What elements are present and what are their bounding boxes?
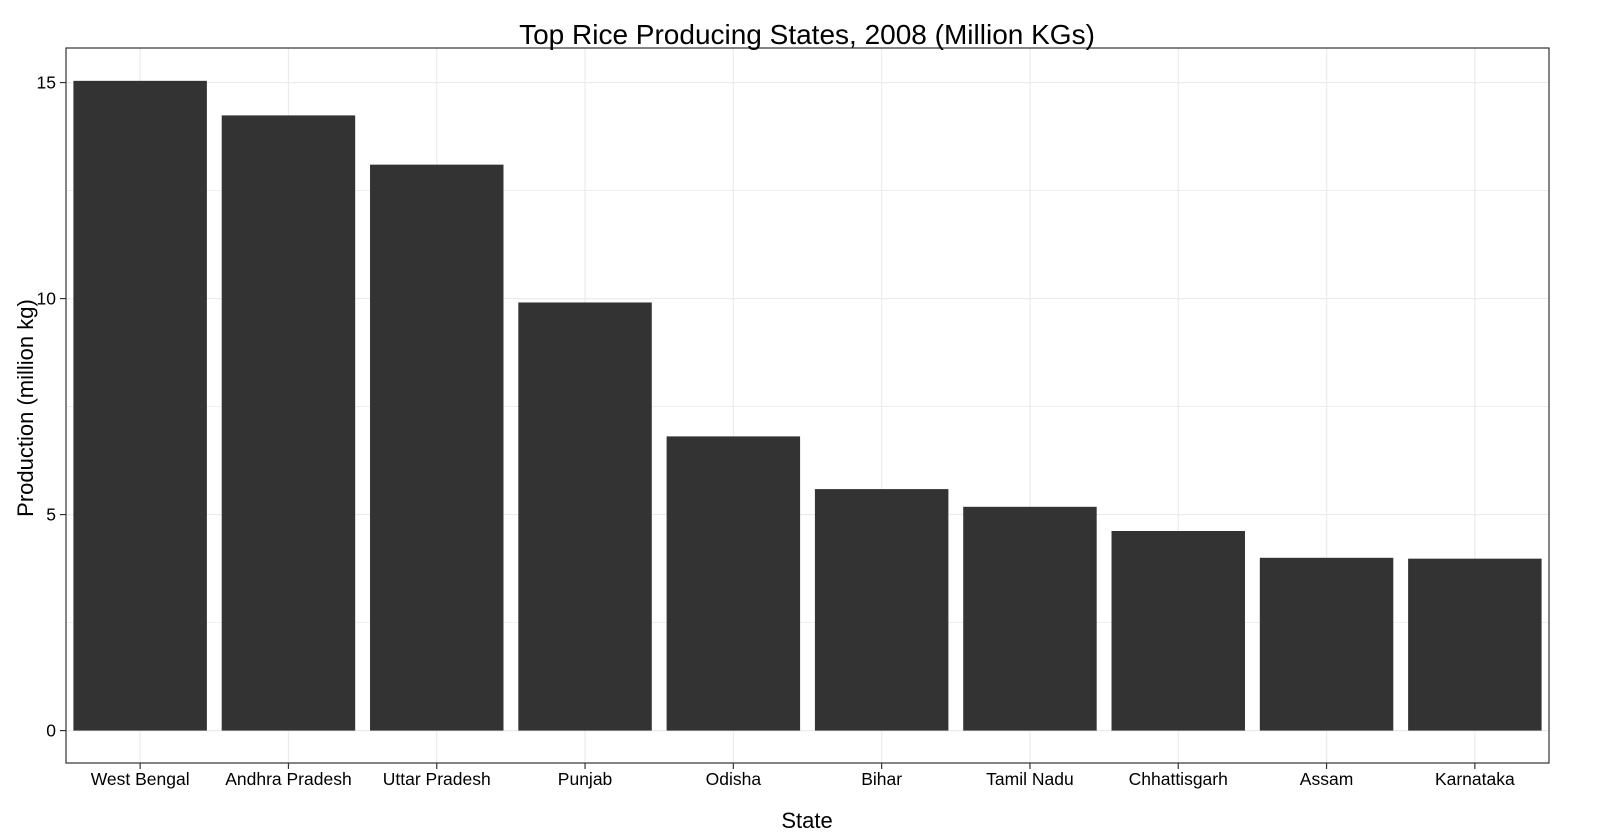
- x-tick-label: Assam: [1300, 769, 1353, 789]
- plot-panel-border: [65, 47, 1550, 764]
- bar: [666, 436, 801, 731]
- x-axis-title: State: [781, 808, 832, 833]
- bar: [73, 80, 207, 731]
- x-tick-label: Karnataka: [1435, 769, 1515, 789]
- bar: [963, 506, 1097, 731]
- y-axis-title: Production (million kg): [13, 299, 38, 517]
- bar: [1111, 531, 1245, 731]
- y-tick-label: 10: [37, 289, 57, 309]
- bar: [814, 489, 949, 731]
- y-tick-label: 0: [46, 721, 56, 741]
- bar: [221, 115, 356, 731]
- x-tick-label: Uttar Pradesh: [383, 769, 491, 789]
- chart-title: Top Rice Producing States, 2008 (Million…: [519, 19, 1095, 50]
- x-tick-label: Andhra Pradesh: [225, 769, 351, 789]
- x-tick-label: Odisha: [706, 769, 762, 789]
- bar: [1408, 558, 1542, 731]
- x-tick-label: Punjab: [558, 769, 613, 789]
- y-tick-label: 5: [46, 505, 56, 525]
- x-tick-label: Chhattisgarh: [1129, 769, 1228, 789]
- bars: [73, 80, 1542, 731]
- x-tick-label: West Bengal: [91, 769, 190, 789]
- bar: [370, 164, 504, 731]
- bar: [1259, 557, 1394, 731]
- x-tick-label: Tamil Nadu: [986, 769, 1074, 789]
- x-axis: West Bengal Andhra Pradesh Uttar Pradesh Pu…: [91, 763, 1515, 789]
- bar: [518, 302, 652, 731]
- y-tick-label: 15: [37, 73, 56, 93]
- y-axis: 0 5 10 15: [37, 73, 66, 741]
- x-tick-label: Bihar: [861, 769, 902, 789]
